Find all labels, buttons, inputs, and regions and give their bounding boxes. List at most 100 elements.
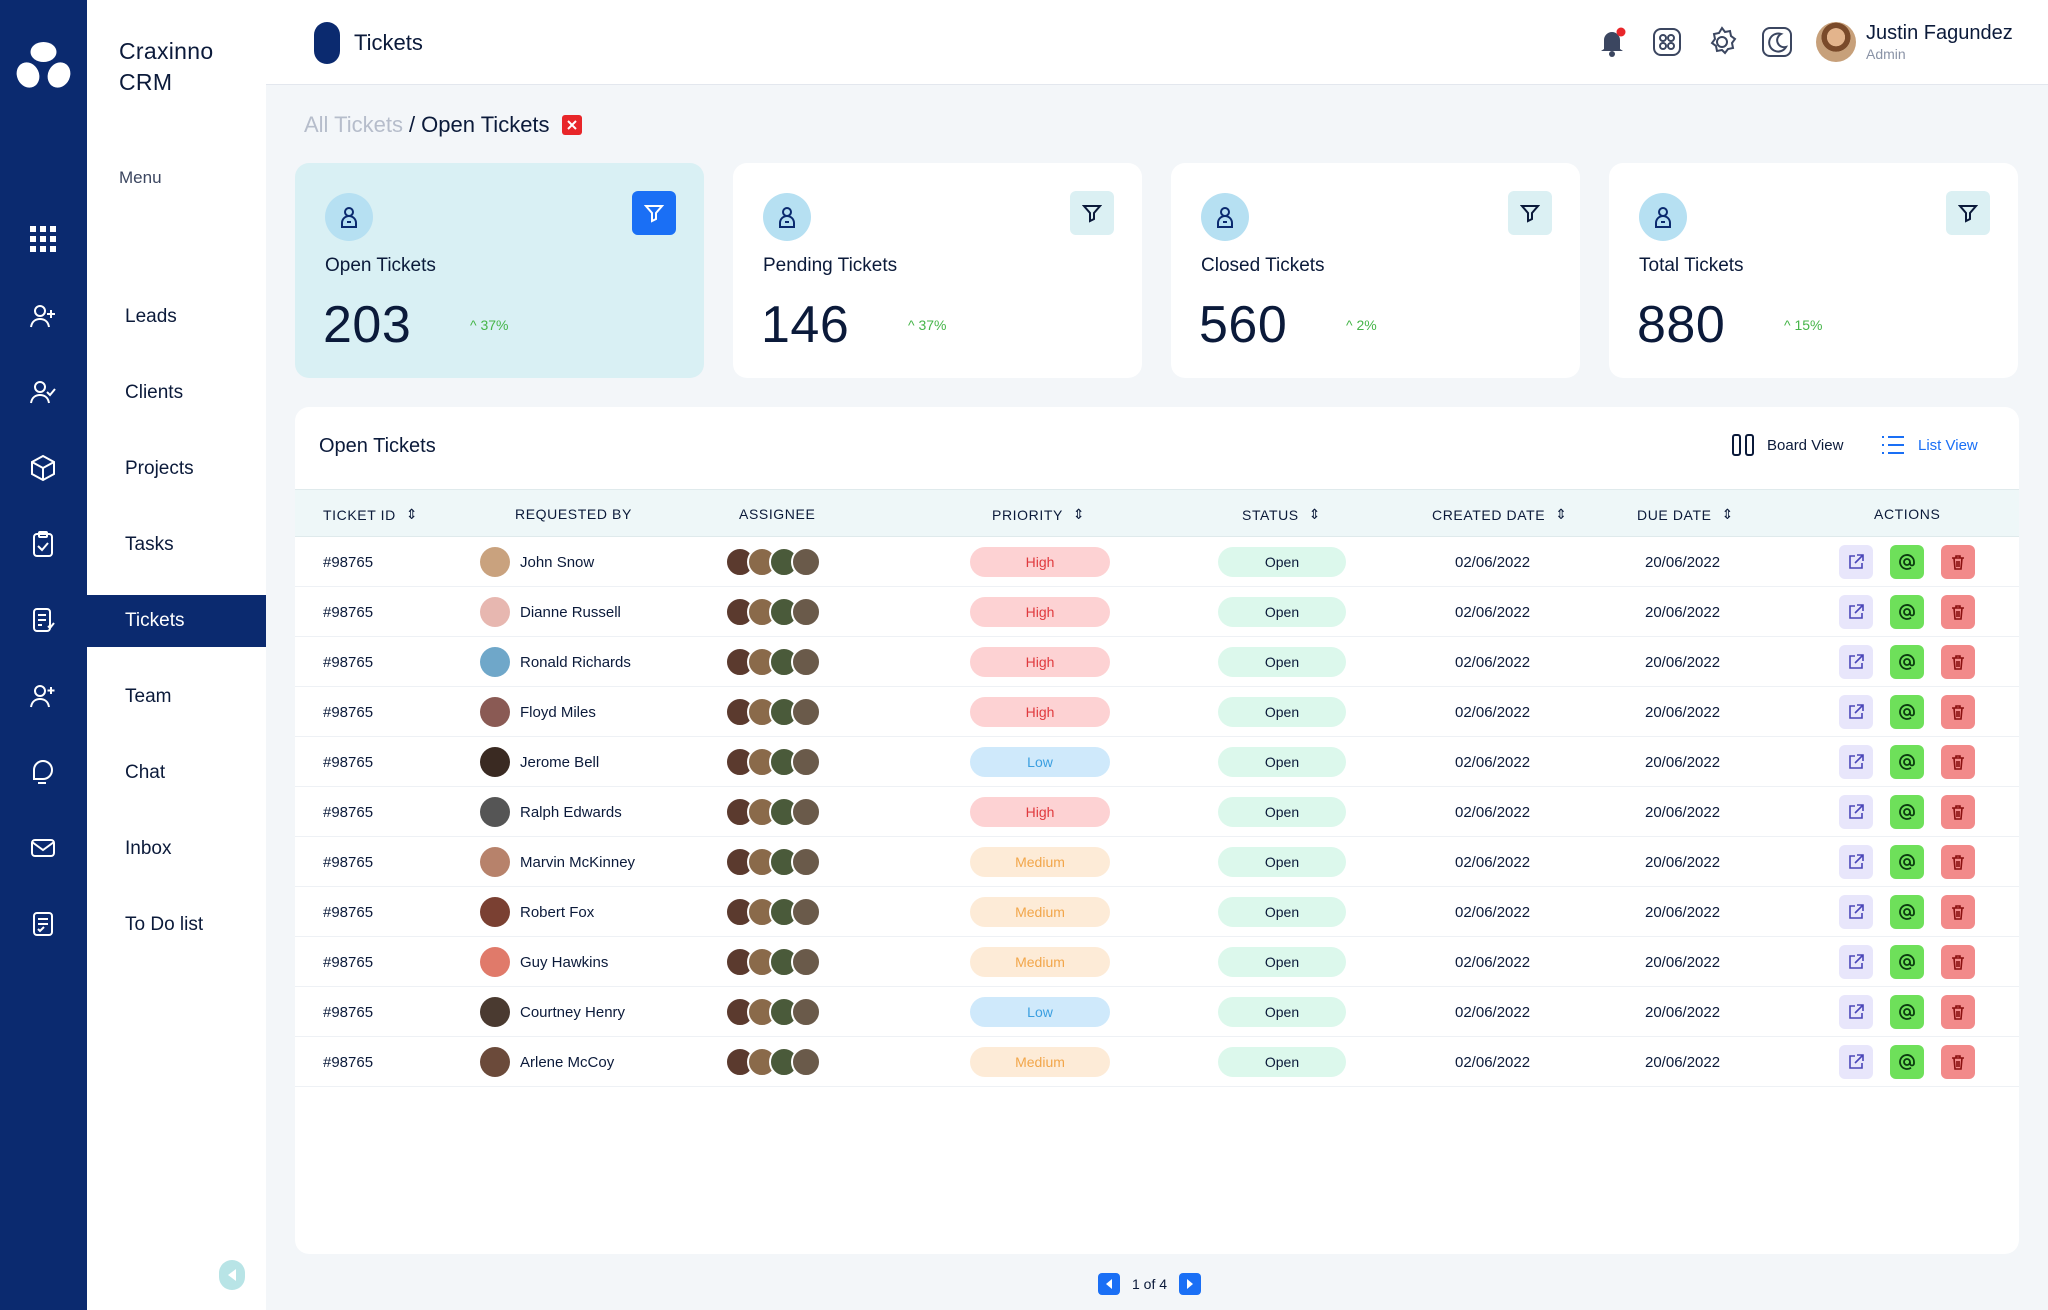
mention-button[interactable] xyxy=(1890,945,1924,979)
th-status[interactable]: STATUS ⇕ xyxy=(1242,506,1321,523)
delete-ticket-button[interactable] xyxy=(1941,895,1975,929)
assignee-stack[interactable] xyxy=(725,887,821,937)
sidebar-item-leads[interactable]: Leads xyxy=(125,306,177,327)
assignee-stack[interactable] xyxy=(725,987,821,1037)
stat-card-pending[interactable]: Pending Tickets 146 ^ 37% xyxy=(733,163,1142,378)
sidebar-item-clients[interactable]: Clients xyxy=(125,382,184,403)
mail-icon[interactable] xyxy=(24,829,62,867)
delete-ticket-button[interactable] xyxy=(1941,995,1975,1029)
th-created-date[interactable]: CREATED DATE ⇕ xyxy=(1432,506,1568,523)
notification-bell-icon[interactable] xyxy=(1594,24,1630,60)
sidebar-item-tickets[interactable]: Tickets xyxy=(83,595,266,647)
filter-button[interactable] xyxy=(1508,191,1552,235)
sidebar-item-tasks[interactable]: Tasks xyxy=(125,534,174,555)
user-name[interactable]: Justin Fagundez xyxy=(1866,22,2013,44)
filter-button[interactable] xyxy=(1946,191,1990,235)
sidebar-item-team[interactable]: Team xyxy=(125,686,172,707)
stat-card-closed[interactable]: Closed Tickets 560 ^ 2% xyxy=(1171,163,1580,378)
open-ticket-button[interactable] xyxy=(1839,645,1873,679)
users-add-icon[interactable] xyxy=(24,677,62,715)
sidebar-item-todo[interactable]: To Do list xyxy=(125,914,204,935)
open-ticket-button[interactable] xyxy=(1839,745,1873,779)
cube-icon[interactable] xyxy=(24,449,62,487)
table-row[interactable]: #98765 Jerome Bell Low Open 02/06/2022 20/06/… xyxy=(295,737,2019,787)
table-row[interactable]: #98765 Dianne Russell High Open 02/06/2022 20… xyxy=(295,587,2019,637)
chat-icon[interactable] xyxy=(24,753,62,791)
stat-card-open[interactable]: Open Tickets 203 ^ 37% xyxy=(295,163,704,378)
stat-card-total[interactable]: Total Tickets 880 ^ 15% xyxy=(1609,163,2018,378)
open-ticket-button[interactable] xyxy=(1839,945,1873,979)
dark-mode-moon-icon[interactable] xyxy=(1759,24,1795,60)
settings-gear-icon[interactable] xyxy=(1704,24,1740,60)
delete-ticket-button[interactable] xyxy=(1941,595,1975,629)
delete-ticket-button[interactable] xyxy=(1941,645,1975,679)
mention-button[interactable] xyxy=(1890,645,1924,679)
delete-ticket-button[interactable] xyxy=(1941,695,1975,729)
assignee-stack[interactable] xyxy=(725,637,821,687)
filter-button[interactable] xyxy=(632,191,676,235)
list-view-button[interactable]: List View xyxy=(1880,433,1978,457)
table-row[interactable]: #98765 Courtney Henry Low Open 02/06/2022 20/… xyxy=(295,987,2019,1037)
prev-page-button[interactable] xyxy=(1098,1273,1120,1295)
assignee-stack[interactable] xyxy=(725,837,821,887)
table-row[interactable]: #98765 Marvin McKinney Medium Open 02/06/202… xyxy=(295,837,2019,887)
mention-button[interactable] xyxy=(1890,995,1924,1029)
assignee-stack[interactable] xyxy=(725,737,821,787)
mention-button[interactable] xyxy=(1890,545,1924,579)
assignee-stack[interactable] xyxy=(725,937,821,987)
open-ticket-button[interactable] xyxy=(1839,845,1873,879)
delete-ticket-button[interactable] xyxy=(1941,545,1975,579)
assignee-stack[interactable] xyxy=(725,537,821,587)
table-row[interactable]: #98765 Robert Fox Medium Open 02/06/2022 20/0… xyxy=(295,887,2019,937)
mention-button[interactable] xyxy=(1890,895,1924,929)
delete-ticket-button[interactable] xyxy=(1941,1045,1975,1079)
open-ticket-button[interactable] xyxy=(1839,595,1873,629)
user-check-icon[interactable] xyxy=(24,373,62,411)
next-page-button[interactable] xyxy=(1179,1273,1202,1295)
assignee-stack[interactable] xyxy=(725,687,821,737)
open-ticket-button[interactable] xyxy=(1839,995,1873,1029)
user-plus-icon[interactable] xyxy=(24,297,62,335)
board-view-button[interactable]: Board View xyxy=(1731,433,1843,457)
assignee-stack[interactable] xyxy=(725,787,821,837)
table-row[interactable]: #98765 Floyd Miles High Open 02/06/2022 20/06… xyxy=(295,687,2019,737)
table-row[interactable]: #98765 John Snow High Open 02/06/2022 20/06/2… xyxy=(295,537,2019,587)
todo-icon[interactable] xyxy=(24,905,62,943)
apps-grid-icon[interactable] xyxy=(24,220,62,258)
open-ticket-button[interactable] xyxy=(1839,895,1873,929)
mention-button[interactable] xyxy=(1890,845,1924,879)
sidebar-item-inbox[interactable]: Inbox xyxy=(125,838,172,859)
mention-button[interactable] xyxy=(1890,795,1924,829)
apps-icon[interactable] xyxy=(1649,24,1685,60)
breadcrumb-all-tickets[interactable]: All Tickets xyxy=(304,112,404,137)
open-ticket-button[interactable] xyxy=(1839,545,1873,579)
mention-button[interactable] xyxy=(1890,1045,1924,1079)
ticket-list-icon[interactable] xyxy=(24,601,62,639)
delete-ticket-button[interactable] xyxy=(1941,845,1975,879)
sidebar-item-projects[interactable]: Projects xyxy=(125,458,194,479)
th-due-date[interactable]: DUE DATE ⇕ xyxy=(1637,506,1734,523)
mention-button[interactable] xyxy=(1890,745,1924,779)
mention-button[interactable] xyxy=(1890,695,1924,729)
assignee-stack[interactable] xyxy=(725,1037,821,1087)
table-row[interactable]: #98765 Arlene McCoy Medium Open 02/06/2022 20… xyxy=(295,1037,2019,1087)
assignee-stack[interactable] xyxy=(725,587,821,637)
clear-filter-button[interactable] xyxy=(561,115,582,135)
table-row[interactable]: #98765 Guy Hawkins Medium Open 02/06/2022 20/… xyxy=(295,937,2019,987)
open-ticket-button[interactable] xyxy=(1839,1045,1873,1079)
th-priority[interactable]: PRIORITY ⇕ xyxy=(992,506,1085,523)
open-ticket-button[interactable] xyxy=(1839,695,1873,729)
user-avatar[interactable] xyxy=(1816,22,1856,62)
open-ticket-button[interactable] xyxy=(1839,795,1873,829)
collapse-sidebar-button[interactable] xyxy=(219,1260,245,1290)
delete-ticket-button[interactable] xyxy=(1941,795,1975,829)
delete-ticket-button[interactable] xyxy=(1941,745,1975,779)
clipboard-check-icon[interactable] xyxy=(24,525,62,563)
sidebar-item-chat[interactable]: Chat xyxy=(125,762,166,783)
delete-ticket-button[interactable] xyxy=(1941,945,1975,979)
table-row[interactable]: #98765 Ronald Richards High Open 02/06/2022 2… xyxy=(295,637,2019,687)
table-row[interactable]: #98765 Ralph Edwards High Open 02/06/2022 20/… xyxy=(295,787,2019,837)
filter-button[interactable] xyxy=(1070,191,1114,235)
mention-button[interactable] xyxy=(1890,595,1924,629)
th-ticket-id[interactable]: TICKET ID ⇕ xyxy=(323,506,418,523)
